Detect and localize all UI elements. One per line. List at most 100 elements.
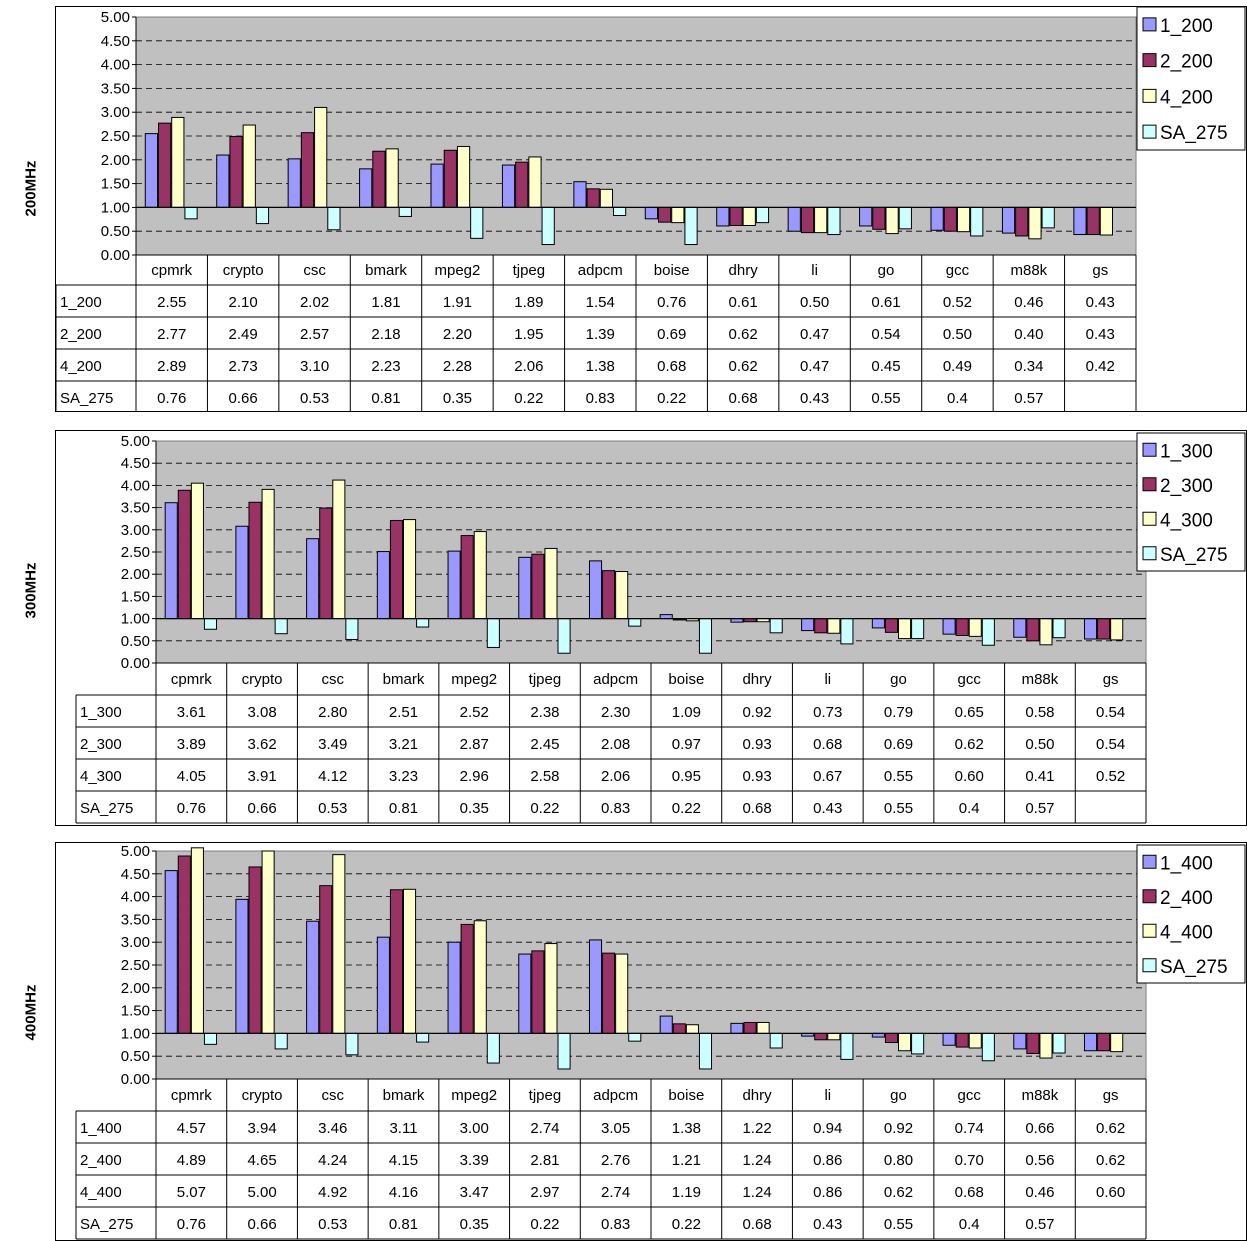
- bar-1-400-csc: [306, 920, 320, 1034]
- data-label: 4.15: [389, 1152, 418, 1169]
- data-label: 2.06: [514, 358, 543, 375]
- data-label: 0.66: [247, 1216, 276, 1233]
- bar-4-400-boise: [685, 1024, 699, 1034]
- chart-svg-200mhz: 5.00 4.50 4.00 3.50 3.00 2.50 2.00 1.50 1.00 0.50…: [56, 7, 1246, 411]
- data-label: 0.94: [813, 1120, 842, 1137]
- bar-4-200-gs: [1099, 206, 1114, 236]
- legend-label: 1_400: [1160, 853, 1213, 874]
- bar-4-400-bmark: [403, 888, 417, 1034]
- bar-1-300-gcc: [942, 618, 956, 635]
- bar-4-400-mpeg2: [473, 920, 487, 1034]
- data-label: 5.07: [177, 1184, 206, 1201]
- data-label: 2.87: [460, 736, 489, 753]
- y-tick-label: 2.00: [121, 566, 150, 583]
- bar-sa-275-crypto: [274, 618, 288, 635]
- table-row-label: SA_275: [60, 390, 113, 407]
- data-label: 0.56: [1025, 1152, 1054, 1169]
- bar-1-300-cpmrk: [164, 502, 178, 620]
- data-label: 4.57: [177, 1120, 206, 1137]
- bar-4-300-crypto: [261, 488, 275, 620]
- data-label: 3.46: [318, 1120, 347, 1137]
- y-tick-label: 2.50: [121, 544, 150, 561]
- bar-4-200-gcc: [956, 206, 971, 233]
- data-label: 0.43: [1086, 326, 1115, 343]
- data-label: 0.53: [318, 800, 347, 817]
- bar-sa-275-gcc: [981, 618, 995, 646]
- x-category-label: csc: [322, 1087, 345, 1104]
- data-label: 0.35: [460, 1216, 489, 1233]
- bar-4-200-bmark: [385, 148, 399, 208]
- data-label: 0.66: [229, 390, 258, 407]
- bar-sa-275-tjpeg: [557, 1032, 571, 1070]
- data-label: 4.12: [318, 768, 347, 785]
- x-category-label: m88k: [1011, 262, 1048, 279]
- data-label: 0.22: [672, 1216, 701, 1233]
- data-label: 0.76: [177, 1216, 206, 1233]
- bar-4-200-tjpeg: [528, 156, 542, 208]
- legend-label: 1_300: [1160, 441, 1213, 462]
- y-tick-label: 5.00: [101, 9, 130, 26]
- bar-4-300-m88k: [1039, 618, 1053, 646]
- bar-1-200-go: [859, 206, 873, 227]
- x-category-label: tjpeg: [513, 262, 546, 279]
- bar-sa-275-mpeg2: [486, 618, 500, 648]
- bar-2-400-tjpeg: [531, 950, 545, 1034]
- x-category-label: li: [811, 262, 818, 279]
- data-label: 0.66: [1025, 1120, 1054, 1137]
- data-label: 0.46: [1014, 294, 1043, 311]
- x-category-label: gs: [1103, 1087, 1119, 1104]
- x-category-label: cpmrk: [171, 1087, 212, 1104]
- data-label: 0.52: [943, 294, 972, 311]
- x-category-label: gs: [1092, 262, 1108, 279]
- data-label: 0.76: [657, 294, 686, 311]
- data-label: 3.23: [389, 768, 418, 785]
- bar-2-200-dhry: [729, 206, 743, 226]
- bar-2-200-li: [800, 206, 815, 234]
- data-label: 3.89: [177, 736, 206, 753]
- data-label: 2.06: [601, 768, 630, 785]
- bar-1-400-cpmrk: [164, 870, 178, 1034]
- bar-sa-275-dhry: [769, 1032, 783, 1049]
- bar-sa-275-m88k: [1052, 618, 1066, 639]
- legend-label: 1_200: [1160, 16, 1213, 37]
- bar-sa-275-adpcm: [613, 206, 627, 216]
- data-label: 0.55: [871, 390, 900, 407]
- bar-1-400-boise: [659, 1015, 673, 1034]
- bar-2-200-crypto: [229, 135, 243, 208]
- data-label: 2.96: [460, 768, 489, 785]
- data-label: 3.21: [389, 736, 418, 753]
- data-label: 1.91: [443, 294, 472, 311]
- y-tick-label: 0.00: [101, 247, 130, 264]
- bar-2-300-li: [814, 618, 828, 634]
- chart-panel-400mhz: 5.00 4.50 4.00 3.50 3.00 2.50 2.00 1.50 1.00 0.50…: [55, 842, 1247, 1241]
- y-tick-label: 3.00: [121, 522, 150, 539]
- bar-4-300-gcc: [968, 618, 982, 637]
- bar-sa-275-m88k: [1041, 206, 1055, 229]
- table-row-label: 2_200: [60, 326, 102, 343]
- x-category-label: adpcm: [578, 262, 623, 279]
- bar-2-400-gcc: [955, 1032, 969, 1048]
- bar-2-300-gcc: [955, 618, 969, 636]
- data-label: 2.73: [229, 358, 258, 375]
- data-label: 3.39: [460, 1152, 489, 1169]
- bar-sa-275-adpcm: [628, 1032, 642, 1042]
- legend-swatch: [1142, 511, 1157, 526]
- data-label: 1.89: [514, 294, 543, 311]
- data-label: 3.11: [389, 1120, 417, 1137]
- data-label: 0.68: [742, 800, 771, 817]
- legend-label: SA_275: [1160, 545, 1228, 566]
- bar-4-200-csc: [314, 106, 328, 208]
- y-tick-label: 1.00: [121, 611, 150, 628]
- y-tick-label: 1.50: [101, 176, 130, 193]
- bar-4-300-li: [827, 618, 841, 634]
- legend-label: 2_300: [1160, 476, 1213, 497]
- bar-sa-275-dhry: [755, 206, 770, 224]
- bar-4-300-tjpeg: [544, 547, 558, 620]
- table-row-label: SA_275: [80, 800, 133, 817]
- data-label: 1.81: [371, 294, 400, 311]
- data-label: 0.86: [813, 1152, 842, 1169]
- data-label: 0.68: [813, 736, 842, 753]
- bar-2-300-gs: [1097, 618, 1111, 640]
- bar-1-200-mpeg2: [430, 163, 444, 208]
- x-category-label: go: [890, 671, 907, 688]
